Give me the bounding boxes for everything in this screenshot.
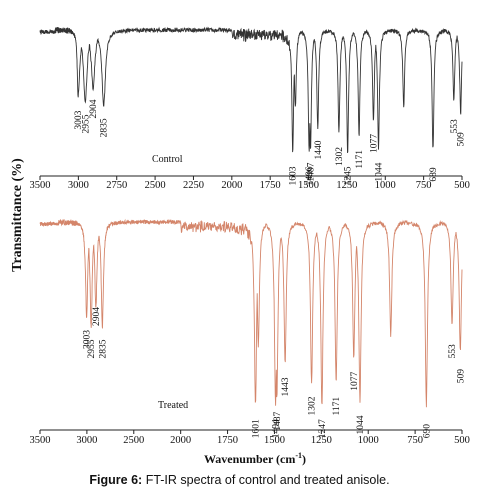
peak-label: 1077 bbox=[350, 372, 360, 391]
peak-label: 1171 bbox=[355, 150, 365, 169]
peak-label: 2955 bbox=[87, 339, 97, 358]
x-tick-label: 2000 bbox=[170, 435, 191, 446]
peak-label: 689 bbox=[429, 167, 439, 182]
control-x-ticks bbox=[40, 176, 462, 180]
x-tick-label: 3500 bbox=[30, 435, 51, 446]
peak-label: 1440 bbox=[314, 140, 324, 159]
peak-label: 509 bbox=[456, 369, 466, 384]
treated-spectrum-panel: 3500 3000 2500 2000 1750 1500 1250 1000 750 500 3… bbox=[30, 219, 470, 446]
peak-label: 1171 bbox=[332, 397, 342, 416]
peak-label: 1077 bbox=[370, 134, 380, 153]
control-spectrum-panel: 3500 3000 2750 2500 2250 2000 1750 1500 1250 1000… bbox=[30, 27, 470, 191]
x-tick-label: 500 bbox=[454, 180, 470, 191]
x-tick-label: 750 bbox=[407, 435, 423, 446]
treated-x-tick-labels: 3500 3000 2500 2000 1750 1500 1250 1000 750 500 bbox=[30, 435, 470, 446]
x-tick-label: 3000 bbox=[76, 435, 97, 446]
x-axis-label: Wavenumber (cm-1) bbox=[204, 451, 306, 466]
peak-label: 2904 bbox=[92, 307, 102, 326]
peak-label: 1302 bbox=[335, 147, 345, 166]
peak-label: 1044 bbox=[375, 162, 385, 181]
x-tick-label: 3500 bbox=[30, 180, 51, 191]
peak-label: 2835 bbox=[98, 339, 108, 358]
x-axis-label-sup: -1 bbox=[295, 451, 302, 460]
x-tick-label: 2000 bbox=[221, 180, 242, 191]
peak-label: 509 bbox=[457, 132, 467, 147]
peak-label: 1044 bbox=[356, 415, 366, 434]
treated-spectrum-line bbox=[40, 219, 462, 407]
treated-panel-label: Treated bbox=[158, 400, 188, 411]
control-x-tick-labels: 3500 3000 2750 2500 2250 2000 1750 1500 1250 1000… bbox=[30, 180, 470, 191]
peak-label: 690 bbox=[422, 424, 432, 439]
x-axis-label-close: ) bbox=[302, 452, 306, 466]
x-tick-label: 2500 bbox=[145, 180, 166, 191]
peak-label: 1443 bbox=[281, 377, 291, 396]
x-tick-label: 1000 bbox=[358, 435, 379, 446]
x-axis-title: Wavenumber (cm-1) bbox=[204, 451, 306, 466]
peak-label: 553 bbox=[448, 344, 458, 359]
figure-caption: Figure 6: FT-IR spectra of control and t… bbox=[0, 473, 479, 487]
peak-label: 1603 bbox=[289, 166, 299, 185]
y-axis-title: Transmittance (%) bbox=[10, 158, 25, 272]
peak-label: 1601 bbox=[252, 419, 262, 438]
x-tick-label: 2750 bbox=[106, 180, 127, 191]
y-axis-label: Transmittance (%) bbox=[10, 158, 25, 272]
x-tick-label: 1750 bbox=[217, 435, 238, 446]
x-tick-label: 500 bbox=[454, 435, 470, 446]
peak-label: 1302 bbox=[308, 396, 318, 415]
peak-label: 2904 bbox=[89, 99, 99, 118]
peak-label: 1245 bbox=[344, 166, 354, 185]
figure-caption-label: Figure 6: bbox=[89, 473, 142, 487]
control-panel-label: Control bbox=[152, 154, 183, 165]
x-tick-label: 2250 bbox=[183, 180, 204, 191]
peak-label: 1487 bbox=[307, 162, 317, 181]
peak-label: 2835 bbox=[100, 118, 110, 137]
peak-label: 1487 bbox=[273, 411, 283, 430]
x-tick-label: 2500 bbox=[123, 435, 144, 446]
peak-label: 553 bbox=[450, 119, 460, 134]
x-tick-label: 1750 bbox=[260, 180, 281, 191]
x-tick-label: 3000 bbox=[68, 180, 89, 191]
figure-caption-text: FT-IR spectra of control and treated ani… bbox=[142, 473, 389, 487]
peak-label: 1247 bbox=[318, 419, 328, 438]
